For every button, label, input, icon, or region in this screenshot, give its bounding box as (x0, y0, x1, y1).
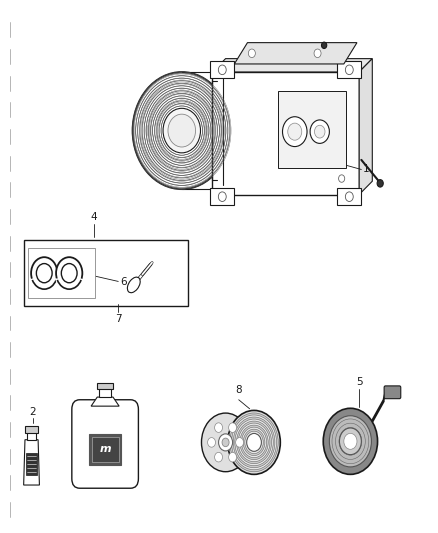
Circle shape (31, 257, 57, 289)
Polygon shape (212, 72, 359, 195)
Polygon shape (27, 432, 36, 440)
Ellipse shape (168, 114, 195, 147)
Polygon shape (26, 453, 37, 475)
Circle shape (377, 180, 383, 187)
Text: 2: 2 (29, 407, 36, 417)
Polygon shape (337, 61, 361, 78)
Text: 7: 7 (115, 314, 122, 325)
Polygon shape (24, 440, 39, 485)
Polygon shape (25, 426, 38, 433)
Circle shape (237, 421, 272, 464)
Circle shape (310, 120, 329, 143)
Circle shape (232, 415, 276, 470)
Text: 5: 5 (356, 377, 363, 387)
Circle shape (288, 123, 302, 140)
Polygon shape (337, 188, 361, 205)
Circle shape (229, 453, 237, 462)
Bar (89, 434, 121, 465)
Ellipse shape (127, 277, 140, 293)
Polygon shape (210, 61, 234, 78)
Circle shape (215, 423, 223, 432)
Text: 6: 6 (120, 278, 127, 287)
Circle shape (339, 175, 345, 182)
Polygon shape (234, 43, 357, 64)
Circle shape (233, 417, 275, 468)
FancyBboxPatch shape (72, 400, 138, 488)
Circle shape (219, 434, 233, 451)
Circle shape (208, 438, 215, 447)
Circle shape (240, 425, 268, 459)
Circle shape (228, 410, 280, 474)
Circle shape (345, 192, 353, 201)
Circle shape (245, 431, 263, 454)
Ellipse shape (132, 72, 231, 189)
Circle shape (236, 438, 244, 447)
FancyBboxPatch shape (384, 386, 401, 399)
Polygon shape (359, 59, 372, 195)
Circle shape (329, 416, 371, 467)
Polygon shape (97, 383, 113, 389)
Polygon shape (28, 248, 95, 298)
Text: 8: 8 (235, 385, 242, 395)
Circle shape (248, 49, 255, 58)
Polygon shape (88, 477, 123, 485)
Polygon shape (24, 240, 188, 306)
Circle shape (241, 427, 267, 458)
Circle shape (56, 257, 82, 289)
Polygon shape (91, 397, 119, 406)
Circle shape (323, 408, 378, 474)
Circle shape (218, 65, 226, 75)
Polygon shape (210, 188, 234, 205)
Circle shape (61, 264, 77, 282)
Text: 1: 1 (363, 165, 369, 174)
Circle shape (238, 423, 270, 462)
Circle shape (215, 453, 223, 462)
Circle shape (321, 42, 327, 49)
Circle shape (230, 413, 278, 472)
Polygon shape (212, 59, 372, 72)
Polygon shape (278, 91, 346, 168)
Circle shape (235, 419, 273, 466)
Bar (92, 437, 119, 462)
Circle shape (339, 428, 361, 455)
Circle shape (36, 264, 52, 282)
Circle shape (283, 117, 307, 147)
Text: 4: 4 (91, 212, 98, 222)
Circle shape (247, 433, 261, 451)
Circle shape (243, 429, 265, 456)
Circle shape (201, 413, 250, 472)
Text: m: m (99, 445, 111, 454)
Circle shape (222, 438, 229, 447)
Circle shape (314, 49, 321, 58)
Circle shape (345, 65, 353, 75)
Circle shape (344, 433, 357, 449)
Text: 3: 3 (102, 385, 109, 395)
Circle shape (314, 125, 325, 138)
Ellipse shape (163, 108, 201, 153)
Circle shape (229, 423, 237, 432)
Circle shape (218, 192, 226, 201)
Polygon shape (99, 388, 111, 397)
